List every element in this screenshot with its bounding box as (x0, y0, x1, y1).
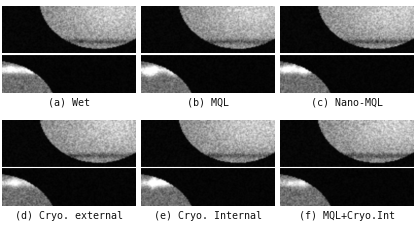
Text: (a) Wet: (a) Wet (48, 97, 90, 107)
Text: (d) Cryo. external: (d) Cryo. external (15, 211, 123, 221)
Text: (c) Nano-MQL: (c) Nano-MQL (311, 97, 383, 107)
Text: (f) MQL+Cryo.Int: (f) MQL+Cryo.Int (299, 211, 395, 221)
Text: (b) MQL: (b) MQL (187, 97, 229, 107)
Text: (e) Cryo. Internal: (e) Cryo. Internal (154, 211, 262, 221)
